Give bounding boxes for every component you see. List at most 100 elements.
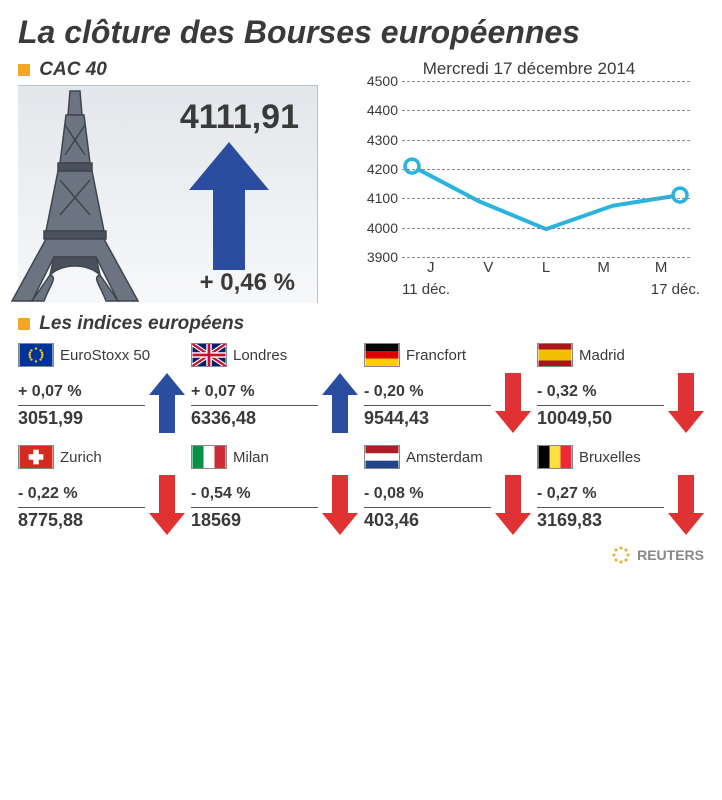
index-value: 8775,88 (18, 510, 145, 531)
down-arrow-icon (149, 475, 185, 535)
index-value: 403,46 (364, 510, 491, 531)
chart-plot (402, 81, 690, 257)
cac-box: 4111,91 + 0,46 % (18, 85, 318, 303)
flag-icon-de (364, 343, 400, 367)
flag-icon-eu (18, 343, 54, 367)
cac-pct: + 0,46 % (200, 269, 295, 297)
index-pct: - 0,27 % (537, 485, 664, 503)
chart-xlabel: M (632, 259, 690, 281)
chart-xlabel: V (460, 259, 518, 281)
flag-icon-uk (191, 343, 227, 367)
index-text: - 0,54 % 18569 (191, 485, 318, 531)
index-divider (364, 405, 491, 406)
index-head: Francfort (364, 343, 531, 367)
index-divider (18, 507, 145, 508)
chart-area: 3900400041004200430044004500 JVLMM (354, 81, 694, 281)
chart-xlabels: JVLMM (402, 259, 690, 281)
index-divider (191, 507, 318, 508)
index-value: 10049,50 (537, 408, 664, 429)
chart-ylabel: 3900 (367, 249, 398, 265)
index-value: 3169,83 (537, 510, 664, 531)
bullet-icon (18, 318, 30, 330)
chart-marker (673, 188, 687, 202)
index-head: Bruxelles (537, 445, 704, 469)
index-pct: - 0,54 % (191, 485, 318, 503)
cac-label: CAC 40 (18, 59, 338, 81)
index-name: Londres (233, 347, 287, 364)
flag-icon-ch (18, 445, 54, 469)
index-body: + 0,07 % 6336,48 (191, 373, 358, 429)
index-value: 6336,48 (191, 408, 318, 429)
index-body: - 0,22 % 8775,88 (18, 475, 185, 531)
cac-value: 4111,91 (180, 98, 299, 137)
index-divider (537, 507, 664, 508)
indices-section-label: Les indices européens (18, 313, 704, 335)
down-arrow-icon (668, 475, 704, 535)
index-value: 18569 (191, 510, 318, 531)
footer: REUTERS (18, 545, 704, 565)
flag-icon-nl (364, 445, 400, 469)
indices-grid: EuroStoxx 50+ 0,07 %3051,99Londres+ 0,07… (18, 343, 704, 535)
index-text: - 0,22 % 8775,88 (18, 485, 145, 531)
chart-marker (405, 159, 419, 173)
cac-up-arrow-icon (189, 142, 269, 270)
index-name: EuroStoxx 50 (60, 347, 150, 364)
index-text: - 0,32 %10049,50 (537, 383, 664, 429)
index-name: Bruxelles (579, 449, 641, 466)
chart-ylabel: 4400 (367, 102, 398, 118)
index-divider (191, 405, 318, 406)
index-head: Amsterdam (364, 445, 531, 469)
gridline (402, 198, 690, 199)
down-arrow-icon (322, 475, 358, 535)
cac-panel: CAC 40 41 (18, 59, 338, 303)
index-text: - 0,27 % 3169,83 (537, 485, 664, 531)
index-pct: + 0,07 % (191, 383, 318, 401)
index-head: Zurich (18, 445, 185, 469)
index-head: Londres (191, 343, 358, 367)
index-body: + 0,07 %3051,99 (18, 373, 185, 429)
reuters-logo-icon (611, 545, 631, 565)
up-arrow-icon (322, 373, 358, 433)
chart-date-row: 11 déc. 17 déc. (402, 281, 700, 298)
up-arrow-icon (149, 373, 185, 433)
flag-icon-it (191, 445, 227, 469)
index-pct: - 0,22 % (18, 485, 145, 503)
chart-ylabel: 4200 (367, 161, 398, 177)
cac-label-text: CAC 40 (39, 59, 107, 80)
chart-ylabel: 4500 (367, 73, 398, 89)
chart-ylabel: 4100 (367, 190, 398, 206)
chart-panel: Mercredi 17 décembre 2014 39004000410042… (354, 59, 704, 303)
gridline (402, 257, 690, 258)
index-name: Amsterdam (406, 449, 483, 466)
down-arrow-icon (495, 475, 531, 535)
index-value: 3051,99 (18, 408, 145, 429)
chart-ylabel: 4000 (367, 220, 398, 236)
down-arrow-icon (495, 373, 531, 433)
index-name: Zurich (60, 449, 102, 466)
index-divider (537, 405, 664, 406)
bullet-icon (18, 64, 30, 76)
top-row: CAC 40 41 (18, 59, 704, 303)
index-head: Madrid (537, 343, 704, 367)
indices-section-text: Les indices européens (39, 313, 244, 334)
index-head: Milan (191, 445, 358, 469)
index-text: - 0,08 % 403,46 (364, 485, 491, 531)
index-body: - 0,27 % 3169,83 (537, 475, 704, 531)
index-card: Francfort - 0,20 %9544,43 (364, 343, 531, 433)
index-pct: - 0,08 % (364, 485, 491, 503)
index-text: + 0,07 % 6336,48 (191, 383, 318, 429)
index-body: - 0,20 %9544,43 (364, 373, 531, 429)
index-value: 9544,43 (364, 408, 491, 429)
index-card: EuroStoxx 50 + 0,07 %3051,99 (18, 343, 185, 433)
chart-xlabel: M (575, 259, 633, 281)
index-text: + 0,07 %3051,99 (18, 383, 145, 429)
chart-ylabels: 3900400041004200430044004500 (354, 81, 400, 257)
index-card: Zurich - 0,22 % 8775,88 (18, 445, 185, 535)
index-name: Francfort (406, 347, 466, 364)
main-title: La clôture des Bourses européennes (18, 14, 704, 51)
index-head: EuroStoxx 50 (18, 343, 185, 367)
gridline (402, 140, 690, 141)
index-card: Milan - 0,54 % 18569 (191, 445, 358, 535)
index-card: Londres + 0,07 % 6336,48 (191, 343, 358, 433)
flag-icon-es (537, 343, 573, 367)
